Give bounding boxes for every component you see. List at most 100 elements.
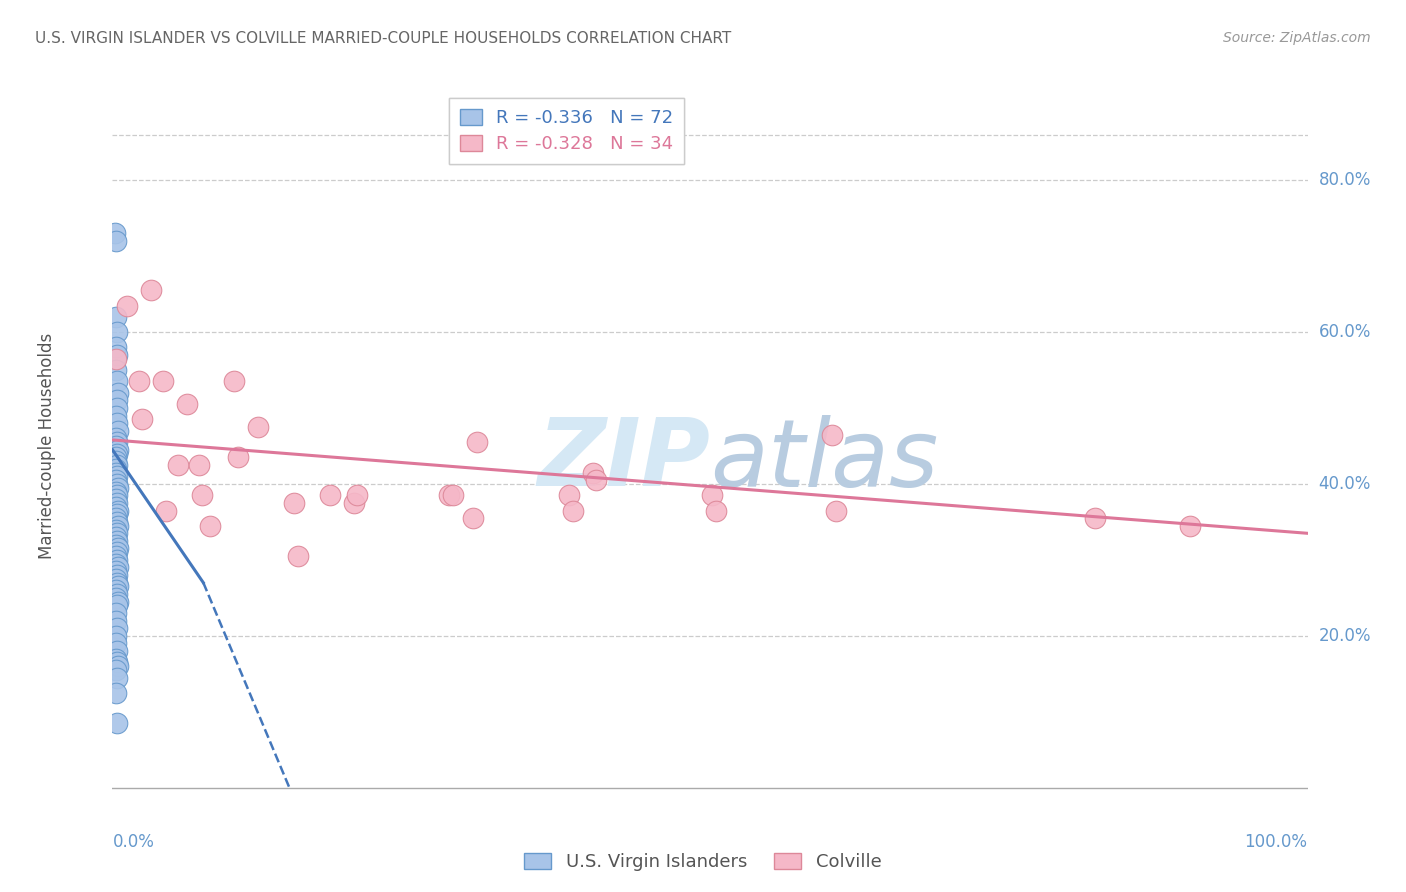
Point <box>105 310 128 324</box>
Point <box>105 492 128 507</box>
Point <box>167 458 190 472</box>
Point <box>107 579 129 593</box>
Point <box>105 393 128 408</box>
Point <box>105 568 128 582</box>
Point <box>105 348 128 362</box>
Point <box>187 458 209 472</box>
Point <box>105 583 128 598</box>
Point <box>107 481 129 495</box>
Point <box>105 572 128 586</box>
Text: 80.0%: 80.0% <box>1319 171 1371 189</box>
Point <box>105 511 128 525</box>
Point <box>176 397 198 411</box>
Point <box>105 636 128 650</box>
Text: 0.0%: 0.0% <box>112 833 155 851</box>
Text: Source: ZipAtlas.com: Source: ZipAtlas.com <box>1223 31 1371 45</box>
Point <box>152 375 174 389</box>
Point <box>105 496 128 510</box>
Point <box>821 427 844 442</box>
Point <box>585 473 607 487</box>
Text: 40.0%: 40.0% <box>1319 475 1371 493</box>
Point <box>226 450 249 465</box>
Point <box>105 549 128 563</box>
Point <box>105 234 128 248</box>
Point <box>107 424 129 438</box>
Point <box>105 523 128 537</box>
Point <box>704 503 727 517</box>
Point <box>105 469 128 483</box>
Point <box>139 284 162 298</box>
Point <box>105 553 128 567</box>
Point <box>107 442 129 457</box>
Point <box>105 629 128 643</box>
Point <box>107 594 129 608</box>
Point <box>115 299 138 313</box>
Point <box>104 227 127 241</box>
Point <box>105 439 128 453</box>
Point <box>105 450 128 465</box>
Legend: R = -0.336   N = 72, R = -0.328   N = 34: R = -0.336 N = 72, R = -0.328 N = 34 <box>449 98 685 163</box>
Point <box>105 686 128 700</box>
Point <box>155 503 177 517</box>
Point <box>105 401 128 415</box>
Point <box>105 409 128 423</box>
Point <box>105 477 128 491</box>
Point <box>105 644 128 658</box>
Point <box>105 575 128 590</box>
Point <box>105 651 128 665</box>
Point <box>105 587 128 601</box>
Point <box>582 466 605 480</box>
Point <box>105 435 128 450</box>
Point <box>105 564 128 578</box>
Point <box>200 518 222 533</box>
Point <box>105 614 128 628</box>
Point <box>105 526 128 541</box>
Point <box>343 496 366 510</box>
Point <box>105 606 128 620</box>
Point <box>105 671 128 685</box>
Point <box>105 508 128 522</box>
Point <box>105 515 128 529</box>
Point <box>105 454 128 468</box>
Point <box>105 447 128 461</box>
Legend: U.S. Virgin Islanders, Colville: U.S. Virgin Islanders, Colville <box>517 846 889 879</box>
Point <box>105 351 128 366</box>
Point <box>105 545 128 559</box>
Point <box>287 549 309 563</box>
Point <box>105 716 128 731</box>
Point <box>107 541 129 556</box>
Point <box>107 518 129 533</box>
Point <box>105 375 128 389</box>
Point <box>128 375 150 389</box>
Point <box>131 412 153 426</box>
Point <box>105 557 128 571</box>
Point <box>105 663 128 677</box>
Point <box>105 325 128 339</box>
Point <box>465 435 488 450</box>
Point <box>105 363 128 377</box>
Point <box>558 488 581 502</box>
Point <box>105 340 128 354</box>
Point <box>105 431 128 445</box>
Point <box>319 488 342 502</box>
Text: atlas: atlas <box>710 415 938 506</box>
Point <box>105 466 128 480</box>
Point <box>105 599 128 613</box>
Point <box>105 538 128 552</box>
Point <box>224 375 246 389</box>
Point <box>105 458 128 472</box>
Point <box>105 488 128 502</box>
Text: Married-couple Households: Married-couple Households <box>38 333 56 559</box>
Text: 20.0%: 20.0% <box>1319 627 1371 645</box>
Point <box>561 503 583 517</box>
Point <box>107 503 129 517</box>
Point <box>346 488 368 502</box>
Point <box>105 591 128 605</box>
Point <box>105 621 128 635</box>
Point <box>247 420 270 434</box>
Point <box>702 488 724 502</box>
Point <box>105 656 128 670</box>
Point <box>107 560 129 574</box>
Text: U.S. VIRGIN ISLANDER VS COLVILLE MARRIED-COUPLE HOUSEHOLDS CORRELATION CHART: U.S. VIRGIN ISLANDER VS COLVILLE MARRIED… <box>35 31 731 46</box>
Point <box>283 496 305 510</box>
